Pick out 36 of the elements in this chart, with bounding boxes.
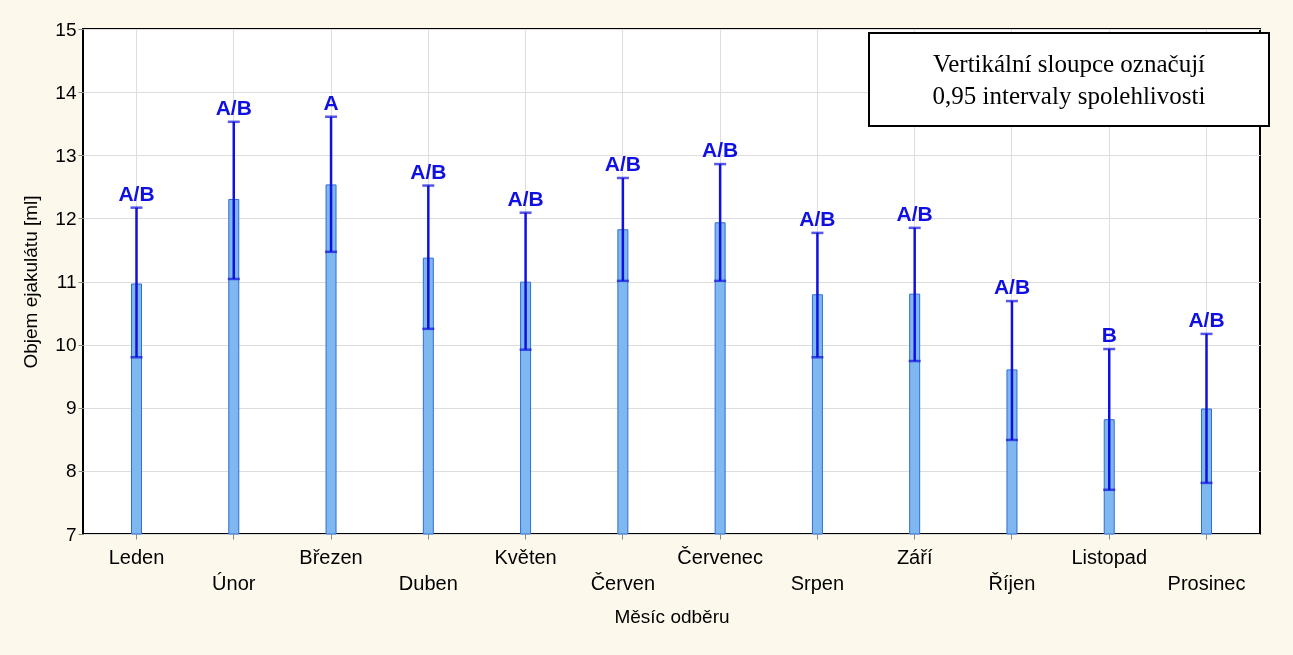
annotation: A/B [118, 181, 155, 205]
y-tick-label: 7 [65, 523, 77, 545]
y-axis-title: Objem ejakulátu [ml] [20, 195, 42, 369]
y-tick-label: 8 [65, 460, 77, 482]
annotation: A/B [702, 138, 739, 162]
x-tick-label: Červen [590, 571, 656, 594]
annotation: A/B [604, 151, 641, 175]
y-tick-label: 10 [55, 334, 77, 356]
annotation: A/B [1188, 307, 1225, 331]
y-tick-label: 13 [55, 144, 77, 166]
annotation: A/B [993, 275, 1031, 299]
annotation: B [1101, 323, 1117, 347]
x-tick-label: Září [896, 545, 933, 568]
x-tick-label: Březen [299, 545, 363, 568]
note-box: Vertikální sloupce označují 0,95 intervaly spolehlivosti [868, 32, 1270, 127]
x-tick-label: Leden [108, 545, 165, 568]
x-tick-label: Květen [494, 545, 557, 568]
x-tick-label: Srpen [790, 571, 845, 594]
y-tick-label: 14 [55, 81, 77, 103]
y-tick-label: 9 [65, 397, 77, 419]
x-tick-label: Říjen [988, 571, 1036, 594]
x-tick-label: Prosinec [1167, 571, 1246, 594]
x-tick-label: Listopad [1071, 545, 1148, 568]
x-axis-title: Měsíc odběru [614, 605, 730, 627]
x-tick-label: Červenec [677, 545, 763, 568]
annotation: A/B [896, 201, 933, 225]
annotation: A/B [215, 95, 252, 119]
y-tick-label: 12 [55, 207, 77, 229]
y-tick-label: 15 [55, 18, 77, 40]
annotation: A/B [410, 159, 447, 183]
y-tick-label: 11 [56, 271, 77, 292]
annotation: A/B [507, 186, 544, 210]
annotation: A/B [799, 206, 836, 230]
x-tick-label: Únor [212, 571, 256, 594]
x-tick-label: Duben [398, 571, 458, 594]
annotation: A [323, 90, 339, 114]
